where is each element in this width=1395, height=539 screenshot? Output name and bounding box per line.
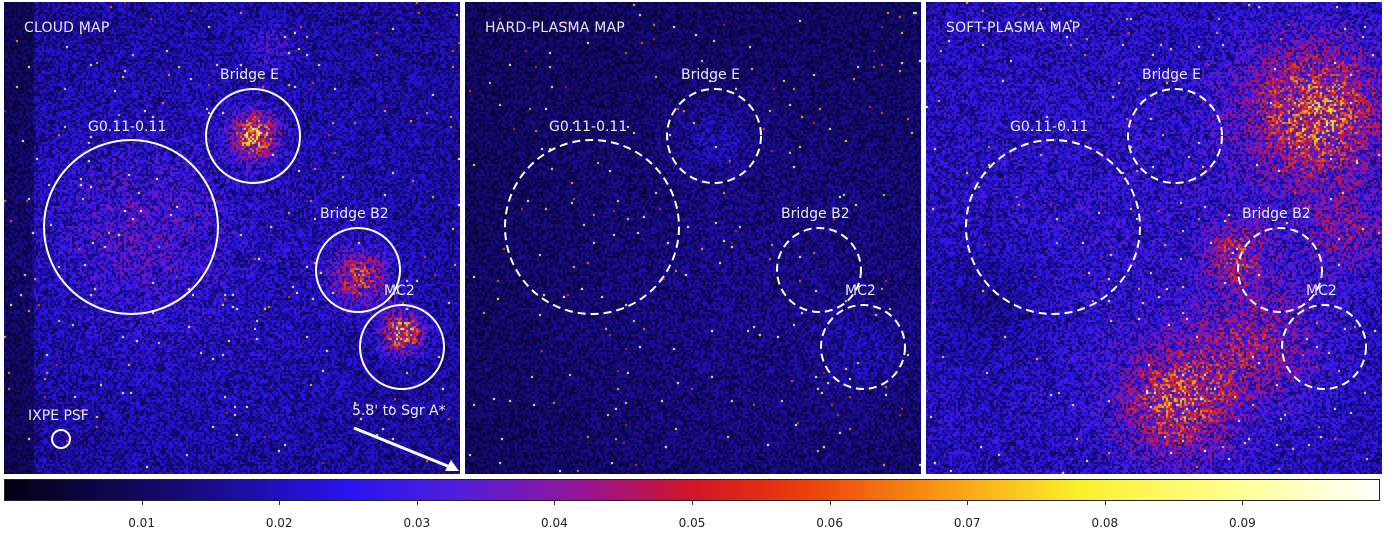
region-bridge-b2-circle (1237, 227, 1323, 313)
colorbar-tick (1104, 501, 1106, 505)
direction-arrow-head-icon (445, 460, 459, 471)
panel-title: HARD-PLASMA MAP (485, 20, 625, 36)
region-mc2-circle (820, 304, 906, 390)
region-g011-label: G0.11-0.11 (88, 119, 166, 135)
colorbar-tick (1242, 501, 1244, 505)
colorbar-tick (829, 501, 831, 505)
colorbar-tick-label: 0.04 (541, 516, 568, 530)
region-bridge-e-circle (1127, 88, 1223, 184)
colorbar-tick (141, 501, 143, 505)
direction-arrow-line (353, 426, 451, 469)
colorbar-tick-label: 0.03 (403, 516, 431, 530)
hard-plasma-map-panel: G0.11-0.11 Bridge E Bridge B2 MC2 HARD-P… (465, 2, 921, 474)
psf-circle (51, 429, 71, 449)
colorbar-tick-label: 0.09 (1229, 516, 1256, 530)
colorbar-tick-label: 0.01 (128, 516, 155, 530)
hard-plasma-map-overlay: G0.11-0.11 Bridge E Bridge B2 MC2 (504, 67, 906, 390)
region-bridge-e-label: Bridge E (1142, 67, 1201, 83)
colorbar-tick (967, 501, 969, 505)
region-g011-circle (43, 139, 219, 315)
psf-label: IXPE PSF (28, 408, 89, 424)
region-bridge-e-label: Bridge E (220, 67, 279, 83)
panel-title: SOFT-PLASMA MAP (946, 20, 1081, 36)
colorbar-tick (554, 501, 556, 505)
panel-title: CLOUD MAP (24, 20, 110, 36)
region-g011-label: G0.11-0.11 (1010, 119, 1088, 135)
region-bridge-b2-label: Bridge B2 (781, 206, 850, 222)
colorbar-ticks: 0.01 0.02 0.03 0.04 0.05 0.06 0.07 0.08 0.09 (0, 501, 1395, 539)
region-bridge-b2-circle (315, 227, 401, 313)
region-mc2-label: MC2 (384, 283, 415, 299)
colorbar-tick (279, 501, 281, 505)
colorbar-tick (416, 501, 418, 505)
arrow-label: 5.8' to Sgr A* (352, 403, 446, 419)
colorbar-tick-label: 0.08 (1091, 516, 1119, 530)
region-mc2-label: MC2 (845, 283, 876, 299)
region-g011-circle (504, 139, 680, 315)
region-bridge-e-circle (205, 88, 301, 184)
region-bridge-b2-label: Bridge B2 (1242, 206, 1311, 222)
region-bridge-b2-circle (776, 227, 862, 313)
region-g011-circle (965, 139, 1141, 315)
colorbar-tick-label: 0.05 (678, 516, 706, 530)
region-bridge-b2-label: Bridge B2 (320, 206, 389, 222)
region-mc2-label: MC2 (1306, 283, 1337, 299)
cloud-map-overlay: G0.11-0.11 Bridge E Bridge B2 MC2 IXPE P… (28, 67, 459, 471)
colorbar (4, 479, 1380, 501)
region-g011-label: G0.11-0.11 (549, 119, 627, 135)
colorbar-tick-label: 0.02 (265, 516, 293, 530)
colorbar-tick-label: 0.06 (816, 516, 843, 530)
colorbar-tick-label: 0.07 (953, 516, 981, 530)
soft-plasma-map-overlay: G0.11-0.11 Bridge E Bridge B2 MC2 (965, 67, 1367, 390)
region-bridge-e-circle (666, 88, 762, 184)
region-mc2-circle (1281, 304, 1367, 390)
region-bridge-e-label: Bridge E (681, 67, 740, 83)
region-mc2-circle (359, 304, 445, 390)
cloud-map-panel: G0.11-0.11 Bridge E Bridge B2 MC2 IXPE P… (4, 2, 460, 474)
soft-plasma-map-panel: G0.11-0.11 Bridge E Bridge B2 MC2 SOFT-P… (926, 2, 1382, 474)
colorbar-tick (692, 501, 693, 505)
